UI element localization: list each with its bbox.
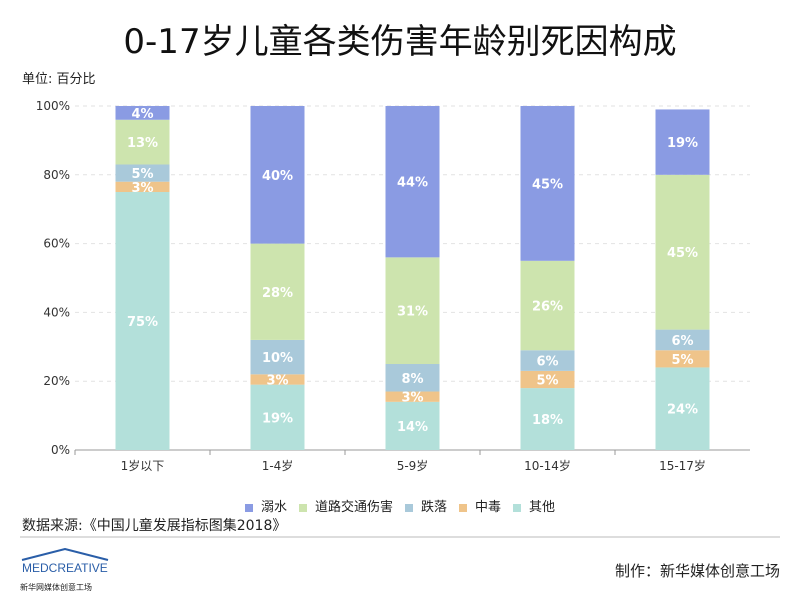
- data-label: 5%: [131, 167, 153, 182]
- bar-segment: [655, 329, 710, 351]
- y-tick-label: 80%: [43, 168, 70, 182]
- svg-text:MEDCREATIVE: MEDCREATIVE: [22, 561, 108, 574]
- legend-label: 其他: [529, 500, 556, 515]
- legend: 溺水 道路交通伤害 跌落 中毒 其他: [0, 496, 800, 515]
- data-label: 19%: [262, 411, 293, 426]
- bar-segment: [250, 106, 305, 244]
- bar-segment: [520, 388, 575, 450]
- data-label: 3%: [266, 373, 288, 388]
- data-label: 6%: [671, 334, 693, 349]
- legend-item: 中毒: [459, 496, 501, 515]
- legend-item: 跌落: [404, 496, 447, 515]
- bar-segment: [385, 257, 440, 364]
- data-label: 28%: [262, 286, 293, 301]
- bar-segment: [655, 350, 710, 368]
- bar-segment: [655, 109, 710, 175]
- y-tick-label: 0%: [51, 443, 70, 457]
- bar-segment: [520, 106, 575, 261]
- legend-swatch: [459, 503, 467, 512]
- y-tick-label: 60%: [43, 237, 70, 251]
- y-tick-label: 100%: [36, 99, 70, 113]
- bar-segment: [250, 339, 305, 375]
- legend-item: 溺水: [244, 496, 287, 515]
- legend-label: 中毒: [475, 500, 502, 515]
- legend-label: 溺水: [260, 500, 287, 515]
- legend-item: 道路交通伤害: [298, 496, 393, 515]
- legend-swatch: [244, 503, 253, 512]
- data-label: 18%: [532, 413, 563, 428]
- bar-segment: [115, 164, 170, 182]
- legend-swatch: [404, 503, 413, 512]
- bar-segment: [115, 181, 170, 192]
- bar-segment: [115, 106, 170, 120]
- y-tick-label: 20%: [43, 374, 70, 388]
- bar-segment: [250, 374, 305, 385]
- bar-segment: [385, 391, 440, 402]
- y-tick-label: 40%: [43, 305, 70, 319]
- data-label: 26%: [532, 300, 563, 315]
- data-label: 10%: [262, 351, 293, 366]
- data-label: 3%: [131, 181, 153, 196]
- unit-label: 单位: 百分比: [22, 72, 96, 87]
- data-label: 75%: [127, 315, 158, 330]
- data-label: 5%: [671, 353, 693, 368]
- logo-mark: MEDCREATIVE: [21, 547, 109, 575]
- legend-label: 道路交通伤害: [314, 500, 393, 515]
- chart-title: 0-17岁儿童各类伤害年龄别死因构成: [123, 22, 677, 62]
- source-note: 数据来源:《中国儿童发展指标图集2018》: [22, 518, 287, 534]
- data-label: 31%: [397, 305, 428, 320]
- legend-item: 其他: [513, 496, 555, 515]
- x-tick-label: 10-14岁: [524, 458, 571, 473]
- data-label: 44%: [397, 176, 428, 191]
- data-label: 14%: [397, 420, 428, 435]
- x-tick-label: 1岁以下: [121, 458, 165, 473]
- legend-swatch: [513, 503, 522, 512]
- bar-segment: [520, 350, 575, 371]
- data-label: 19%: [667, 136, 698, 151]
- data-label: 45%: [532, 177, 563, 192]
- bar-segment: [385, 364, 440, 392]
- bar-segment: [115, 192, 170, 450]
- data-label: 8%: [401, 372, 423, 387]
- bar-segment: [385, 106, 440, 258]
- data-label: 40%: [262, 169, 293, 184]
- x-tick-label: 1-4岁: [262, 458, 294, 473]
- bar-segment: [385, 401, 440, 450]
- bar-segment: [115, 119, 170, 165]
- stacked-bar-chart: 0%20%40%60%80%100%75%3%5%13%4%1岁以下19%3%1…: [36, 99, 750, 473]
- x-tick-label: 5-9岁: [397, 458, 429, 473]
- data-label: 24%: [667, 403, 698, 418]
- data-label: 5%: [536, 373, 558, 388]
- logo: MEDCREATIVE 新华网媒体创意工场: [20, 547, 110, 593]
- bar-segment: [520, 260, 575, 351]
- legend-label: 跌落: [420, 500, 447, 515]
- bar-segment: [655, 174, 710, 330]
- data-label: 6%: [536, 355, 558, 370]
- bar-segment: [250, 243, 305, 340]
- bar-segment: [250, 384, 305, 450]
- data-label: 45%: [667, 246, 698, 261]
- legend-swatch: [298, 503, 307, 512]
- data-label: 3%: [401, 391, 423, 406]
- bar-segment: [655, 367, 710, 450]
- data-label: 13%: [127, 136, 158, 151]
- divider: [20, 536, 780, 538]
- credit: 制作：新华媒体创意工场: [614, 562, 780, 580]
- logo-subtitle: 新华网媒体创意工场: [20, 583, 92, 592]
- bar-segment: [520, 370, 575, 389]
- data-label: 4%: [131, 107, 153, 122]
- x-tick-label: 15-17岁: [659, 458, 706, 473]
